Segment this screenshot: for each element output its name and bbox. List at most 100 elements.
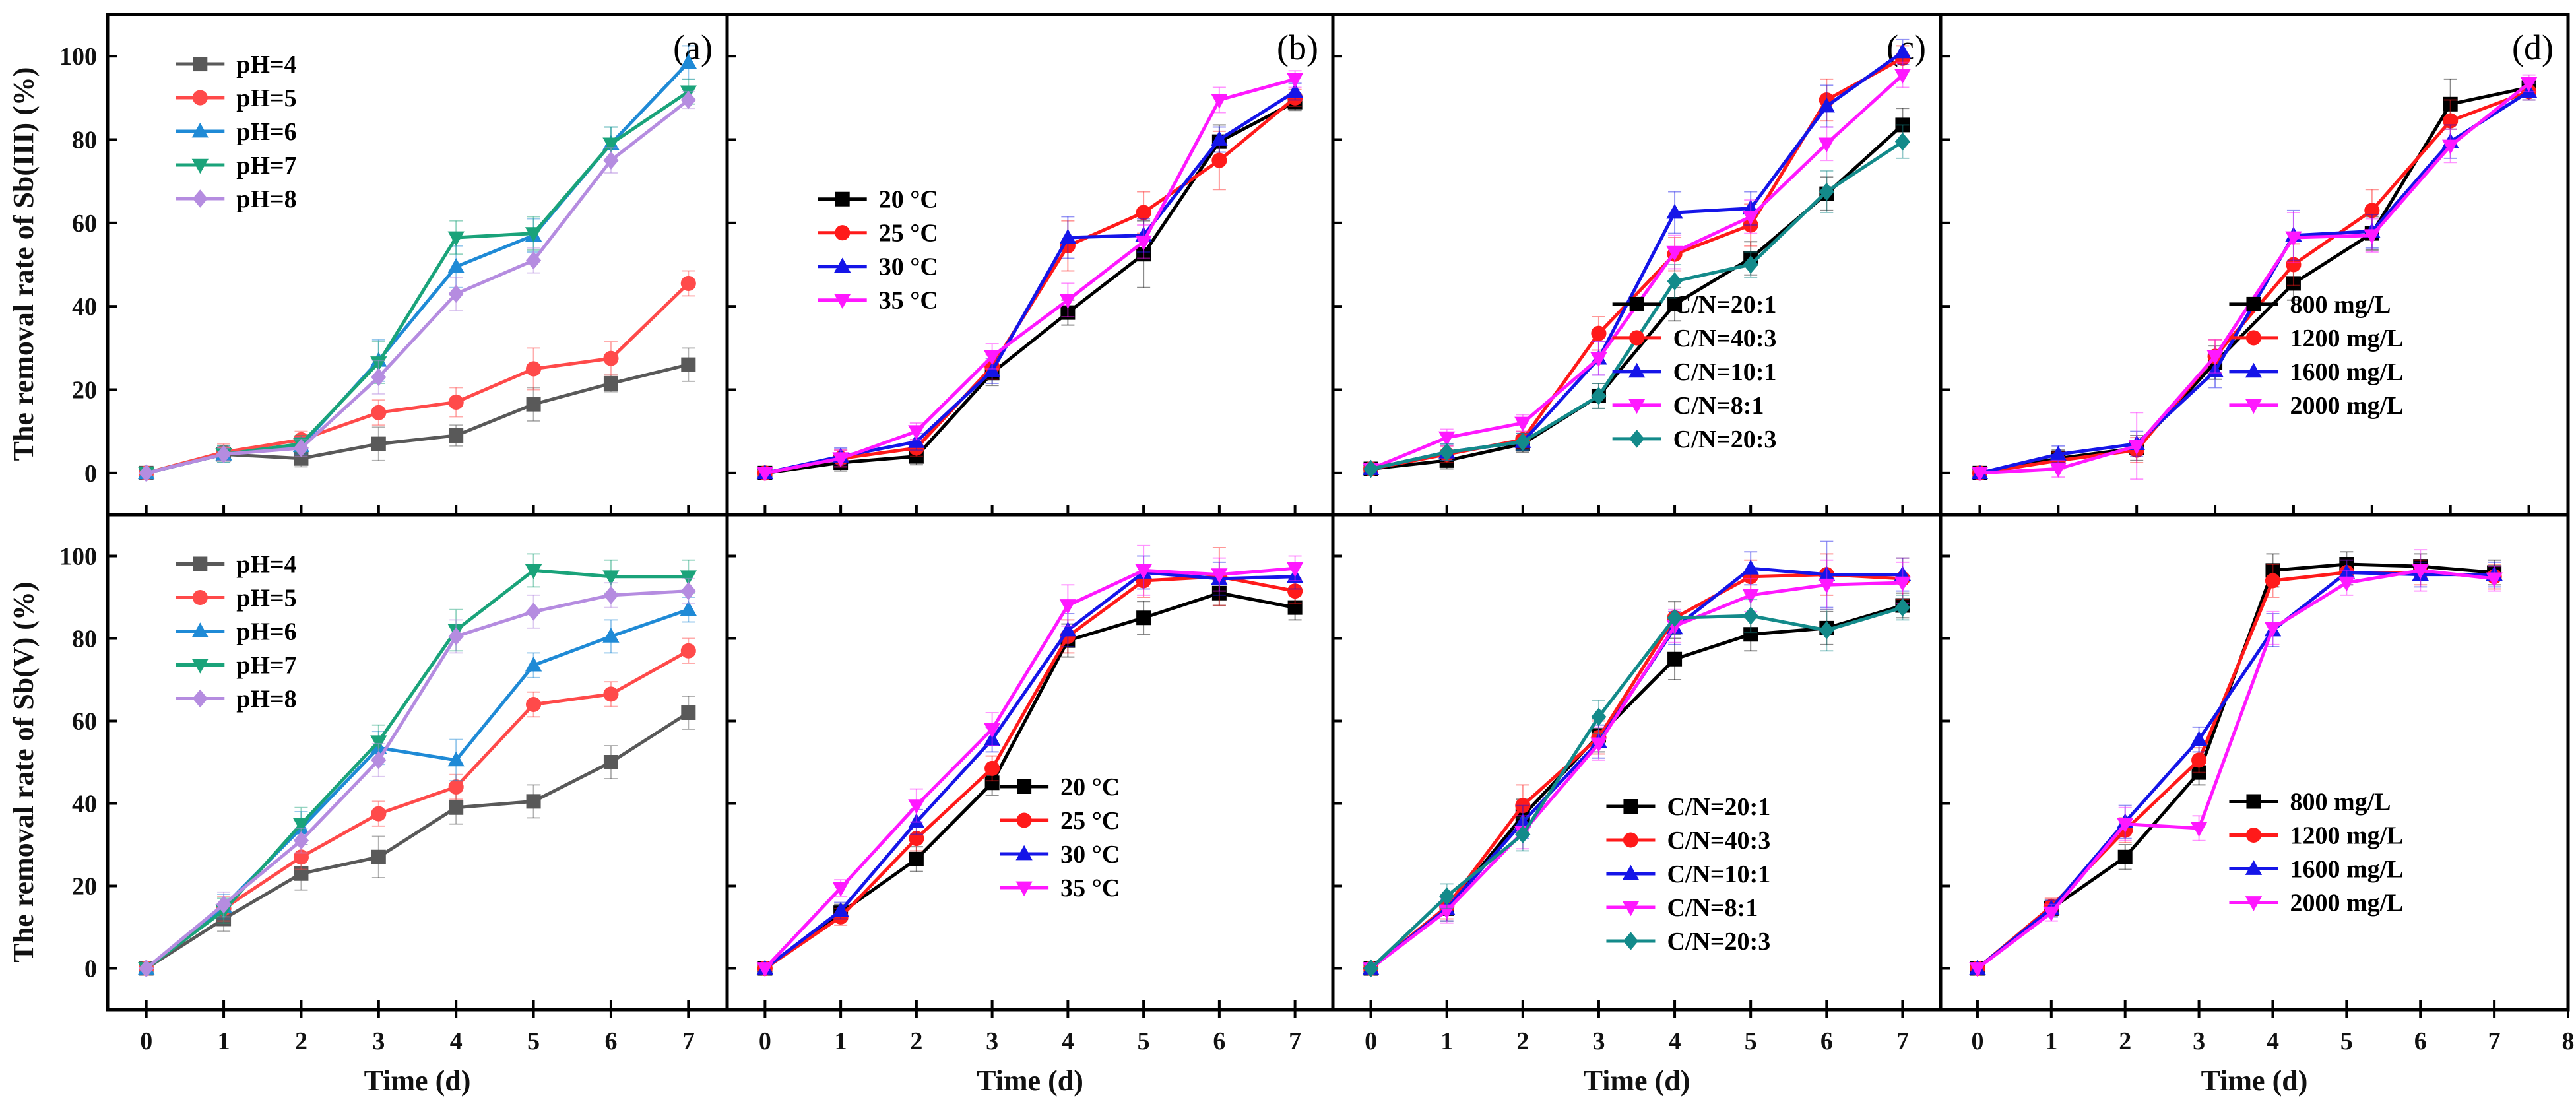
x-tick-label: 5 bbox=[2340, 1027, 2353, 1055]
data-point bbox=[526, 251, 542, 270]
chart-panel-6: 0 1 2 3 4 5 6 7 Time (d) 20 °C 25 °C 30 °C 35 °C bbox=[725, 513, 1335, 1097]
x-tick-label: 4 bbox=[2267, 1027, 2279, 1055]
series-pH=7 bbox=[138, 78, 697, 482]
data-point bbox=[1743, 606, 1758, 625]
legend-marker bbox=[1015, 845, 1033, 861]
y-tick-label: 60 bbox=[72, 708, 97, 736]
legend-marker bbox=[1017, 779, 1032, 794]
legend-label: pH=5 bbox=[236, 84, 296, 112]
data-point bbox=[526, 603, 542, 621]
legend-label: C/N=10:1 bbox=[1667, 861, 1770, 888]
data-point bbox=[2285, 231, 2302, 247]
data-point bbox=[294, 866, 309, 881]
legend-label: 1200 mg/L bbox=[2290, 822, 2403, 850]
data-point bbox=[908, 799, 925, 814]
data-point bbox=[680, 275, 696, 291]
x-tick-label: 0 bbox=[759, 1027, 771, 1055]
y-tick-label: 100 bbox=[59, 43, 97, 71]
x-axis-title: Time (d) bbox=[364, 1064, 471, 1097]
legend-label: C/N=8:1 bbox=[1667, 894, 1758, 922]
legend: 20 °C 25 °C 30 °C 35 °C bbox=[1000, 773, 1120, 902]
data-point bbox=[526, 397, 541, 412]
x-tick-label: 7 bbox=[1896, 1027, 1909, 1055]
data-point bbox=[1742, 211, 1759, 226]
data-point bbox=[602, 137, 620, 153]
data-point bbox=[908, 433, 925, 448]
legend-label: C/N=10:1 bbox=[1673, 358, 1777, 386]
y-tick-label: 100 bbox=[59, 543, 97, 571]
data-point bbox=[2443, 113, 2459, 129]
legend-label: pH=7 bbox=[236, 652, 296, 680]
legend-marker bbox=[2245, 330, 2262, 346]
data-point bbox=[1136, 205, 1151, 220]
legend-marker bbox=[191, 158, 209, 174]
data-point bbox=[2117, 818, 2134, 833]
legend-marker bbox=[835, 225, 851, 241]
data-point bbox=[2190, 822, 2208, 837]
panel-label: (b) bbox=[1277, 28, 1318, 67]
data-point bbox=[1667, 651, 1683, 667]
data-point bbox=[681, 357, 696, 372]
x-tick-label: 8 bbox=[2562, 1027, 2575, 1055]
series-line bbox=[764, 77, 1296, 475]
data-point bbox=[1211, 152, 1227, 168]
legend-label: pH=8 bbox=[236, 686, 296, 713]
data-point bbox=[984, 760, 1000, 776]
series-35 °C bbox=[756, 70, 1304, 482]
data-point bbox=[2117, 849, 2133, 864]
legend-marker bbox=[192, 90, 208, 106]
legend-label: pH=6 bbox=[236, 118, 296, 146]
data-point bbox=[1211, 131, 1228, 146]
series-line bbox=[1370, 581, 1903, 970]
chart-panel-4: (d) 800 mg/L 1200 mg/L 1600 mg/L 2000 mg/L bbox=[1939, 13, 2570, 517]
data-point bbox=[447, 751, 465, 767]
data-point bbox=[1286, 82, 1304, 98]
series-line bbox=[1976, 568, 2495, 970]
data-point bbox=[2520, 77, 2538, 92]
y-tick-label: 20 bbox=[72, 377, 97, 405]
legend: pH=4 pH=5 pH=6 pH=7 pH=8 bbox=[176, 551, 297, 713]
data-point bbox=[2286, 257, 2302, 273]
legend-label: 30 °C bbox=[879, 253, 938, 281]
data-point bbox=[1894, 576, 1912, 592]
x-tick-label: 6 bbox=[1820, 1027, 1833, 1055]
legend-label: 25 °C bbox=[1060, 807, 1120, 835]
data-point bbox=[1363, 459, 1379, 478]
y-tick-label: 40 bbox=[72, 791, 97, 818]
data-point bbox=[1742, 589, 1759, 604]
legend-label: C/N=40:3 bbox=[1673, 325, 1777, 352]
series-line bbox=[763, 566, 1295, 970]
data-point bbox=[1667, 608, 1683, 627]
series-pH=4 bbox=[139, 696, 696, 976]
legend-label: 35 °C bbox=[1060, 874, 1120, 902]
series-line bbox=[146, 282, 690, 475]
x-tick-label: 2 bbox=[910, 1027, 922, 1055]
series-line bbox=[765, 100, 1296, 475]
data-point bbox=[1059, 621, 1077, 637]
data-point bbox=[139, 959, 154, 978]
series-line bbox=[145, 711, 690, 970]
x-tick-label: 2 bbox=[2119, 1027, 2131, 1055]
data-point bbox=[756, 467, 774, 482]
y-tick-label: 0 bbox=[84, 460, 97, 488]
series-line bbox=[1369, 606, 1904, 970]
legend-marker bbox=[1629, 330, 1645, 346]
x-tick-label: 3 bbox=[2193, 1027, 2205, 1055]
series-line bbox=[146, 98, 690, 475]
x-tick-label: 6 bbox=[604, 1027, 617, 1055]
data-point bbox=[2043, 906, 2060, 922]
x-tick-label: 1 bbox=[1440, 1027, 1453, 1055]
chart-panel-7: 0 1 2 3 4 5 6 7 Time (d) C/N=20:1 C/N=40:3 C/N=10:1… bbox=[1331, 513, 1943, 1097]
data-point bbox=[1514, 813, 1531, 828]
data-point bbox=[2128, 440, 2145, 455]
series-pH=8 bbox=[139, 577, 696, 978]
plot-frame bbox=[1939, 513, 2570, 1012]
series-line bbox=[145, 649, 690, 970]
legend-marker bbox=[192, 689, 208, 708]
plot-frame bbox=[1939, 13, 2570, 517]
data-point bbox=[1287, 583, 1303, 599]
legend-marker bbox=[1629, 430, 1645, 448]
legend: C/N=20:1 C/N=40:3 C/N=10:1 C/N=8:1 C/N=20:3 bbox=[1606, 793, 1770, 956]
series-30 °C bbox=[756, 555, 1304, 975]
data-point bbox=[1818, 97, 1835, 113]
